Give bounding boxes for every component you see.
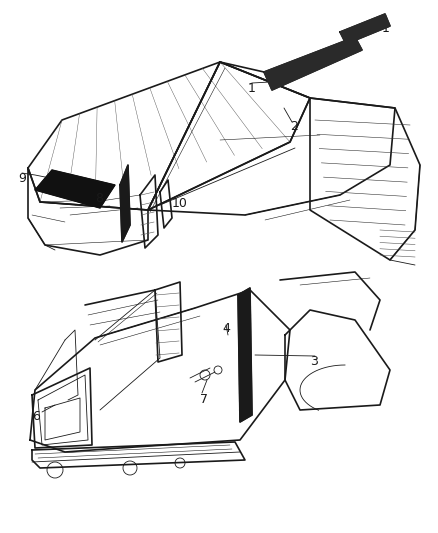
- Text: 2: 2: [290, 120, 298, 133]
- Text: 1: 1: [248, 82, 256, 95]
- Text: 9: 9: [18, 172, 26, 185]
- Polygon shape: [120, 165, 130, 242]
- Text: 4: 4: [222, 322, 230, 335]
- Text: 1: 1: [382, 22, 390, 35]
- Polygon shape: [264, 37, 362, 90]
- Polygon shape: [340, 14, 390, 44]
- Text: 8: 8: [95, 192, 103, 205]
- Polygon shape: [238, 288, 252, 422]
- Text: 7: 7: [200, 393, 208, 406]
- Polygon shape: [35, 170, 115, 208]
- Text: 10: 10: [172, 197, 188, 210]
- Text: 3: 3: [310, 355, 318, 368]
- Text: 6: 6: [32, 410, 40, 423]
